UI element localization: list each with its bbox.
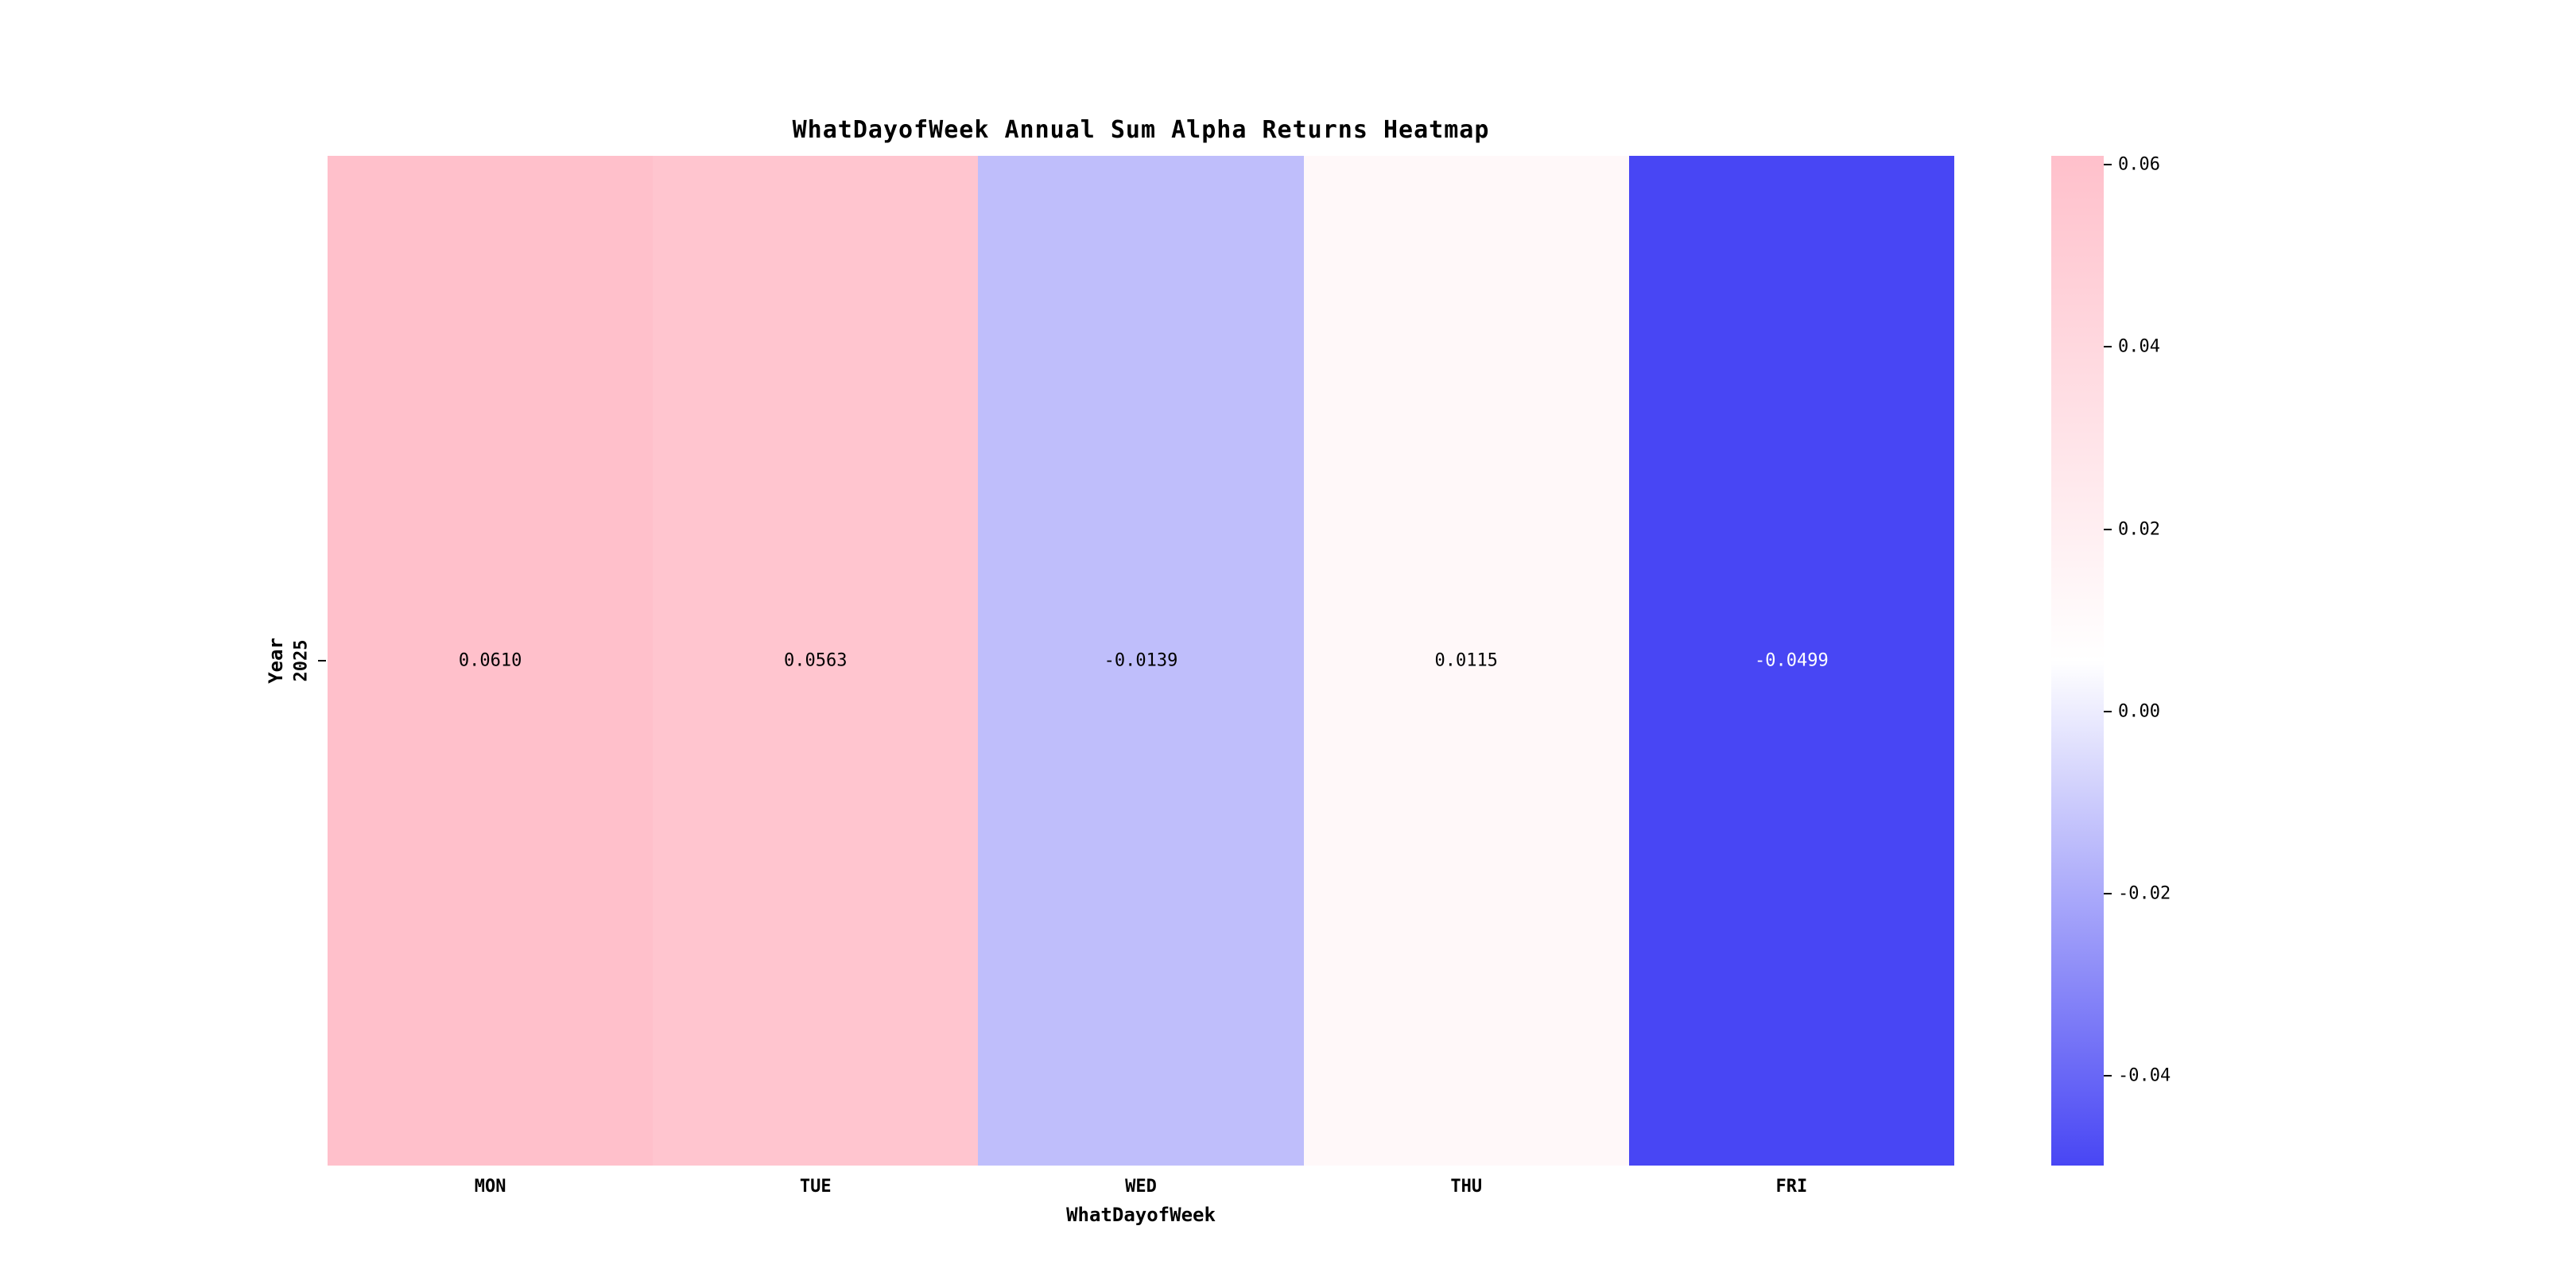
heatmap-cell: -0.0499 [1628,156,1955,1166]
x-tick-label: MON [474,1177,506,1197]
colorbar-tick-label: 0.06 [2118,154,2160,175]
heatmap-cell: 0.0563 [653,156,979,1166]
cell-value-label: -0.0139 [1104,650,1178,671]
colorbar-tick-mark [2104,710,2112,712]
colorbar-tick-label: -0.04 [2118,1065,2171,1086]
x-axis-label: WhatDayofWeek [1066,1204,1216,1226]
x-tick-label: WED [1125,1177,1157,1197]
heatmap-row: 0.0610 0.0563 -0.0139 0.0115 -0.0499 [328,156,1955,1166]
colorbar-tick-label: -0.02 [2118,883,2171,904]
colorbar-tick-mark [2104,346,2112,348]
x-tick-label: TUE [799,1177,832,1197]
colorbar-ticks: 0.06 0.04 0.02 0.00 -0.02 -0.04 [2104,154,2231,1166]
colorbar-tick-label: 0.04 [2118,336,2160,357]
y-tick-mark [318,660,326,661]
chart-title: WhatDayofWeek Annual Sum Alpha Returns H… [792,116,1490,144]
cell-value-label: 0.0610 [458,650,522,671]
colorbar-tick-mark [2104,892,2112,894]
cell-value-label: 0.0115 [1434,650,1498,671]
y-axis-label: Year [265,638,287,684]
colorbar-tick-mark [2104,164,2112,166]
cell-value-label: -0.0499 [1755,650,1829,671]
heatmap-cell: 0.0610 [328,156,654,1166]
x-tick-labels: MON TUE WED THU FRI [328,1177,1954,1201]
heatmap-cell: 0.0115 [1303,156,1629,1166]
colorbar-tick-mark [2104,1074,2112,1077]
colorbar-tick-label: 0.02 [2118,519,2160,540]
heatmap-cell: -0.0139 [978,156,1304,1166]
y-tick-label: 2025 [291,639,312,682]
colorbar-tick-mark [2104,528,2112,530]
cell-value-label: 0.0563 [784,650,848,671]
colorbar [2051,156,2104,1166]
colorbar-tick-label: 0.00 [2118,701,2160,722]
heatmap-plot: 0.0610 0.0563 -0.0139 0.0115 -0.0499 [328,156,1955,1166]
x-tick-label: FRI [1775,1177,1808,1197]
x-tick-label: THU [1450,1177,1483,1197]
